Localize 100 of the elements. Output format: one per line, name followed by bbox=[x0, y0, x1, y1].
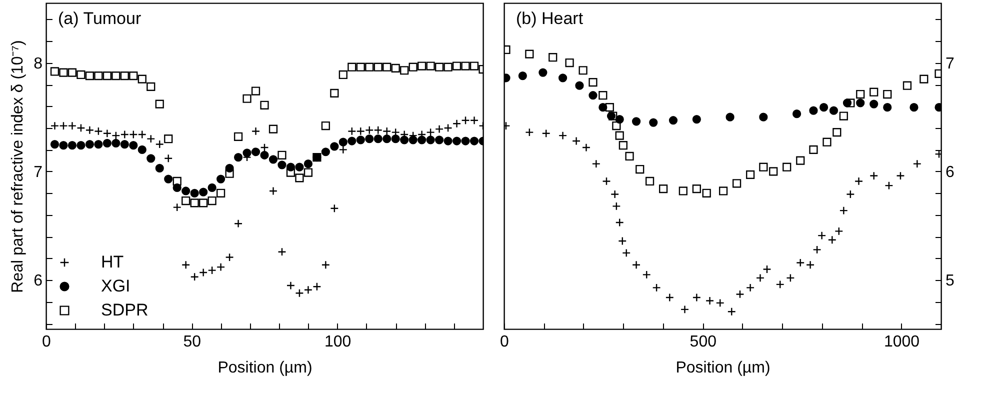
legend-label: HT bbox=[101, 252, 124, 272]
point bbox=[374, 62, 382, 72]
point bbox=[260, 150, 269, 160]
point bbox=[819, 103, 828, 112]
point bbox=[59, 141, 68, 150]
y-tick-label: 6 bbox=[34, 272, 43, 290]
point bbox=[668, 116, 678, 125]
point bbox=[548, 53, 558, 62]
point bbox=[856, 98, 865, 108]
x-tick-label: 50 bbox=[183, 334, 202, 350]
point bbox=[746, 170, 755, 179]
point bbox=[304, 168, 313, 177]
point bbox=[659, 184, 668, 194]
y-axis-title: Real part of refractive index δ (10⁻⁷) bbox=[10, 40, 27, 293]
point bbox=[304, 160, 313, 168]
point bbox=[792, 110, 802, 118]
point bbox=[718, 186, 728, 196]
point bbox=[391, 134, 400, 144]
point bbox=[883, 103, 892, 112]
point bbox=[138, 74, 146, 84]
y2-tick-label: 7 bbox=[946, 55, 954, 72]
point bbox=[382, 134, 392, 144]
legend-label: XGI bbox=[101, 276, 130, 296]
point bbox=[588, 78, 598, 87]
x-tick-label: 1000 bbox=[884, 334, 920, 350]
point bbox=[94, 72, 103, 80]
point bbox=[434, 136, 444, 144]
legend-label: SDPR bbox=[101, 300, 148, 320]
point bbox=[525, 50, 534, 58]
point bbox=[558, 74, 568, 82]
point bbox=[796, 156, 805, 165]
point bbox=[138, 145, 146, 154]
point bbox=[365, 62, 374, 72]
point bbox=[759, 112, 768, 122]
point bbox=[461, 62, 470, 70]
point bbox=[120, 72, 129, 80]
point bbox=[348, 136, 356, 146]
chart-title: (b) Heart bbox=[516, 9, 584, 28]
point bbox=[164, 134, 173, 144]
point bbox=[321, 121, 330, 130]
point bbox=[286, 168, 296, 177]
point bbox=[190, 188, 199, 198]
point bbox=[870, 88, 878, 96]
point bbox=[809, 106, 818, 115]
point bbox=[649, 118, 658, 127]
x-tick-label: 0 bbox=[42, 334, 52, 350]
point bbox=[365, 134, 374, 144]
point bbox=[726, 112, 734, 122]
x-tick-label: 0 bbox=[500, 334, 510, 350]
point bbox=[732, 179, 742, 188]
point bbox=[268, 124, 278, 134]
point bbox=[330, 88, 339, 98]
point bbox=[832, 128, 842, 137]
point bbox=[374, 134, 382, 144]
point bbox=[225, 169, 234, 178]
point bbox=[418, 136, 426, 144]
point bbox=[408, 62, 418, 72]
point bbox=[400, 136, 409, 144]
point bbox=[769, 167, 778, 176]
point bbox=[809, 145, 818, 154]
point bbox=[920, 74, 928, 84]
point bbox=[76, 141, 86, 150]
point bbox=[190, 198, 199, 208]
point bbox=[234, 132, 243, 141]
point bbox=[426, 62, 435, 70]
point bbox=[538, 68, 548, 77]
point bbox=[112, 72, 120, 80]
point bbox=[102, 72, 112, 80]
point bbox=[102, 138, 112, 148]
point bbox=[391, 64, 400, 73]
point bbox=[50, 140, 60, 149]
point bbox=[575, 81, 584, 90]
point bbox=[278, 160, 286, 170]
point bbox=[68, 68, 77, 77]
point bbox=[434, 62, 444, 72]
point bbox=[129, 72, 138, 80]
point bbox=[645, 176, 654, 186]
point bbox=[199, 198, 208, 208]
y2-tick-label: 5 bbox=[946, 272, 954, 290]
y-tick-label: 7 bbox=[34, 164, 43, 181]
point bbox=[278, 150, 286, 160]
point bbox=[829, 106, 838, 115]
point bbox=[182, 196, 190, 206]
point bbox=[76, 70, 86, 80]
x-axis-title: Position (µm) bbox=[676, 360, 770, 376]
point bbox=[321, 148, 330, 156]
x-axis-title: Position (µm) bbox=[218, 360, 312, 376]
point bbox=[242, 148, 252, 158]
point bbox=[146, 82, 156, 91]
point bbox=[444, 62, 452, 72]
point bbox=[164, 174, 173, 184]
point bbox=[618, 141, 628, 150]
point bbox=[461, 136, 470, 146]
point bbox=[518, 72, 527, 80]
point bbox=[356, 136, 365, 144]
point bbox=[295, 162, 304, 172]
point bbox=[199, 188, 208, 196]
point bbox=[208, 196, 216, 206]
point bbox=[251, 148, 260, 156]
point bbox=[172, 176, 182, 186]
